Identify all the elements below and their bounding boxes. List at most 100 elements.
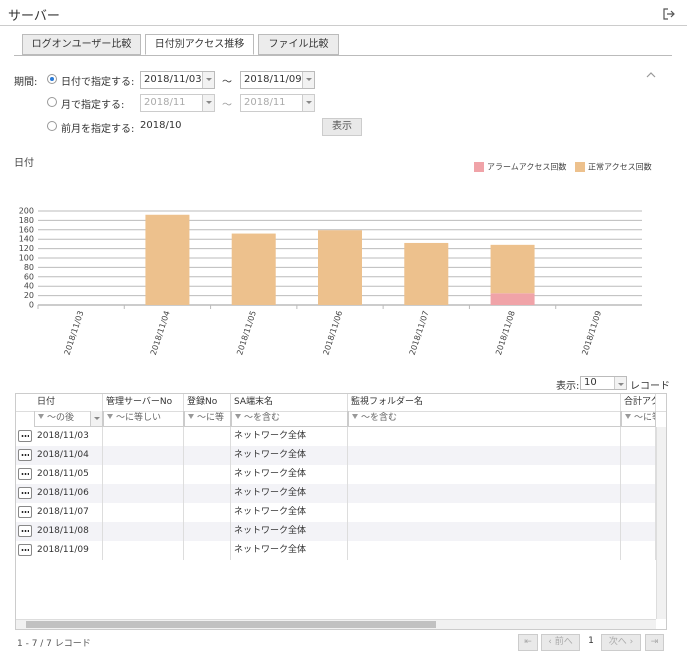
tab-rule	[14, 55, 672, 56]
page-title: サーバー	[8, 9, 60, 24]
row-menu-button[interactable]	[18, 468, 32, 480]
month-value: 2018/10	[140, 120, 182, 131]
filter-icon	[38, 413, 44, 422]
table-row	[16, 522, 656, 541]
filter-icon	[107, 413, 113, 422]
y-tick-label: 40	[24, 282, 34, 291]
radio[interactable]	[47, 97, 57, 107]
pager-button[interactable]: ‹ 前へ	[541, 634, 580, 651]
data-grid: 日付 ～の後 管理サーバーNo ～に等しい 登録No ～に等 SA端末名 ～を含む 監視フォルダ…	[15, 393, 667, 630]
filter-icon	[235, 413, 241, 422]
y-tick-label: 180	[19, 216, 34, 225]
pager-button[interactable]: 1	[588, 636, 594, 646]
date-select[interactable]: 2018/11	[140, 94, 215, 112]
row-menu-dots	[21, 530, 29, 532]
x-tick-label: 2018/11/06	[321, 310, 344, 357]
date-select[interactable]: 2018/11/09	[240, 71, 315, 89]
vertical-scrollbar	[656, 427, 666, 619]
legend-swatch	[575, 162, 585, 172]
row-menu-dots	[21, 492, 29, 494]
tab[interactable]: 日付別アクセス推移	[145, 34, 254, 55]
row-menu-dots	[21, 549, 29, 551]
x-tick-label: 2018/11/04	[149, 310, 172, 357]
table-cell: ネットワーク全体	[231, 541, 348, 560]
table-row	[16, 427, 656, 446]
column-header: 合計アクセ	[621, 394, 656, 411]
page-size-label: 表示:	[556, 381, 580, 392]
filter-icon	[625, 413, 631, 422]
table-cell-empty	[103, 541, 184, 560]
row-menu-button[interactable]	[18, 544, 32, 556]
date-select[interactable]: 2018/11	[240, 94, 315, 112]
column-filter[interactable]: ～の後	[34, 411, 103, 427]
page-size-unit: レコード	[630, 381, 670, 392]
table-cell-empty	[348, 484, 621, 503]
bar	[145, 214, 190, 305]
column-filter[interactable]: ～に等	[184, 411, 231, 427]
filter-text: ～を含む	[244, 413, 281, 423]
pager-button[interactable]: ⇥	[645, 634, 664, 651]
range-separator: ～	[222, 77, 232, 88]
pager-button[interactable]: 次へ ›	[601, 634, 641, 651]
row-menu-dots	[21, 435, 29, 437]
column-filter[interactable]: ～に等しい	[103, 411, 184, 427]
table-cell-empty	[103, 465, 184, 484]
dropdown-button	[90, 411, 102, 426]
table-cell-empty	[184, 541, 231, 560]
row-menu-button[interactable]	[18, 430, 32, 442]
bar	[490, 244, 535, 294]
table-cell-empty	[348, 522, 621, 541]
table-cell: 2018/11/08	[34, 522, 103, 541]
table-cell-empty	[348, 541, 621, 560]
filter-text: ～に等	[197, 413, 225, 423]
date-value: 2018/11/03	[144, 74, 202, 85]
column-header: 日付	[34, 394, 103, 411]
column-filter[interactable]: ～に等	[621, 411, 656, 427]
tab[interactable]: ファイル比較	[258, 34, 339, 55]
radio[interactable]	[47, 121, 57, 131]
bar	[231, 233, 276, 305]
chart-title: 日付	[14, 156, 34, 169]
show-button[interactable]: 表示	[322, 118, 362, 136]
y-tick-label: 0	[29, 301, 34, 310]
option-label: 月で指定する:	[61, 100, 125, 111]
radio[interactable]	[47, 74, 57, 84]
table-cell-empty	[103, 484, 184, 503]
table-cell: 2018/11/03	[34, 427, 103, 446]
pager-button[interactable]: ⇤	[518, 634, 538, 651]
table-cell-empty	[621, 541, 656, 560]
table-cell: ネットワーク全体	[231, 522, 348, 541]
row-menu-dots	[21, 473, 29, 475]
record-summary: 1 - 7 / 7 レコード	[17, 639, 91, 649]
tab[interactable]: ログオンユーザー比較	[22, 34, 141, 55]
table-cell-empty	[184, 427, 231, 446]
row-menu-button[interactable]	[18, 487, 32, 499]
date-select[interactable]: 2018/11/03	[140, 71, 215, 89]
row-menu-button[interactable]	[18, 449, 32, 461]
column-header: 登録No	[184, 394, 231, 411]
column-header: 管理サーバーNo	[103, 394, 184, 411]
bar	[490, 293, 535, 305]
table-cell-empty	[103, 522, 184, 541]
collapse-icon[interactable]	[645, 70, 657, 80]
dropdown-button	[202, 72, 214, 88]
column-filter[interactable]: ～を含む	[348, 411, 621, 427]
table-cell: ネットワーク全体	[231, 446, 348, 465]
period-label: 期間:	[14, 77, 38, 88]
row-menu-button[interactable]	[18, 525, 32, 537]
table-cell-empty	[621, 503, 656, 522]
page-size-select[interactable]: 10	[580, 376, 627, 390]
filter-text: ～に等しい	[116, 413, 162, 423]
table-cell-empty	[184, 465, 231, 484]
column-filter[interactable]: ～を含む	[231, 411, 348, 427]
logout-icon[interactable]	[663, 8, 675, 20]
row-menu-button[interactable]	[18, 506, 32, 518]
table-cell: ネットワーク全体	[231, 427, 348, 446]
table-row	[16, 541, 656, 560]
table-cell-empty	[621, 427, 656, 446]
table-cell-empty	[348, 503, 621, 522]
filter-icon	[188, 413, 194, 422]
